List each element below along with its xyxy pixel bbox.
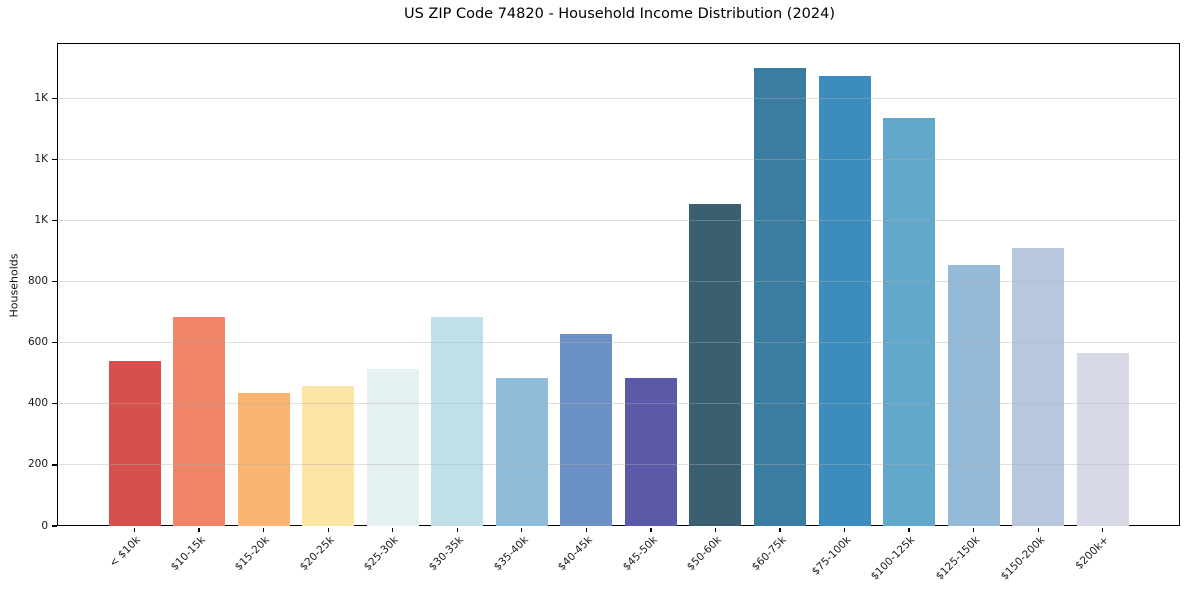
x-tick-label-text: $100-125k — [869, 534, 918, 583]
x-tick-label-text: $45-50k — [620, 534, 660, 574]
x-tick-label-text: $40-45k — [555, 534, 595, 574]
bar — [431, 316, 484, 526]
y-tick-label: 0 — [41, 519, 48, 532]
x-tick — [714, 527, 717, 532]
bar — [883, 118, 936, 526]
bar — [947, 264, 1000, 526]
x-tick-label-text: $30-35k — [426, 534, 466, 574]
x-tick-label-text: $25-30k — [362, 534, 402, 574]
x-tick — [198, 527, 200, 532]
x-tick — [779, 527, 781, 532]
x-tick-label-text: $50-60k — [684, 534, 724, 574]
x-tick — [327, 527, 329, 532]
bar — [1076, 353, 1129, 526]
x-tick-label-text: $125-150k — [933, 534, 983, 583]
x-tick-label-text: $200k+ — [1073, 534, 1112, 572]
x-tick — [521, 527, 523, 532]
y-tick — [52, 158, 58, 161]
x-tick-label-text: $10-15k — [168, 534, 208, 574]
x-tick-label-text: $15-20k — [232, 534, 273, 574]
x-tick — [1102, 527, 1104, 532]
bar — [818, 75, 871, 526]
y-tick-label: 600 — [27, 336, 48, 349]
x-tick — [1037, 527, 1039, 532]
bar — [173, 316, 226, 526]
gridline — [59, 97, 1180, 99]
bar — [689, 203, 742, 526]
gridline — [59, 403, 1180, 405]
gridline — [59, 281, 1180, 283]
y-tick — [52, 403, 58, 405]
y-tick — [52, 219, 58, 222]
x-tick — [585, 527, 587, 532]
x-tick-label-text: $20-25k — [297, 534, 337, 574]
gridline — [59, 220, 1180, 222]
chart-title: US ZIP Code 74820 - Household Income Dis… — [403, 6, 836, 22]
gridline — [59, 342, 1180, 344]
x-tick — [392, 527, 394, 532]
y-tick-label: 1K — [34, 153, 48, 166]
plot-area — [59, 45, 1180, 526]
y-tick-label: 1K — [34, 91, 48, 104]
y-tick — [52, 464, 58, 466]
x-tick — [262, 527, 265, 532]
x-tick-label-text: < $10k — [107, 534, 143, 570]
y-tick-label: 400 — [27, 397, 48, 410]
y-tick — [52, 97, 58, 100]
y-tick — [52, 525, 58, 527]
bar — [560, 333, 613, 526]
x-tick-label-text: $150-200k — [998, 534, 1047, 583]
x-tick — [650, 527, 652, 532]
bar — [495, 377, 548, 526]
y-tick-label: 1K — [34, 214, 48, 227]
bar — [624, 377, 677, 526]
x-tick — [133, 527, 136, 532]
x-tick-label-text: $35-40k — [491, 534, 531, 574]
y-tick-label: 200 — [27, 458, 48, 471]
x-tick-label-text: $60-75k — [749, 534, 789, 574]
y-tick — [52, 342, 58, 344]
bar — [754, 67, 806, 526]
bar — [302, 385, 355, 526]
gridline — [59, 159, 1180, 161]
y-tick-label: 800 — [27, 275, 48, 288]
x-tick — [843, 527, 846, 532]
y-tick — [52, 281, 58, 283]
x-tick — [973, 527, 975, 532]
bar — [108, 361, 161, 526]
gridline — [59, 464, 1180, 466]
bar — [1012, 248, 1065, 526]
x-tick-label-text: $75-100k — [809, 534, 854, 578]
x-tick — [456, 527, 458, 532]
x-tick — [908, 527, 910, 532]
bar — [237, 393, 290, 526]
bar — [366, 368, 419, 526]
